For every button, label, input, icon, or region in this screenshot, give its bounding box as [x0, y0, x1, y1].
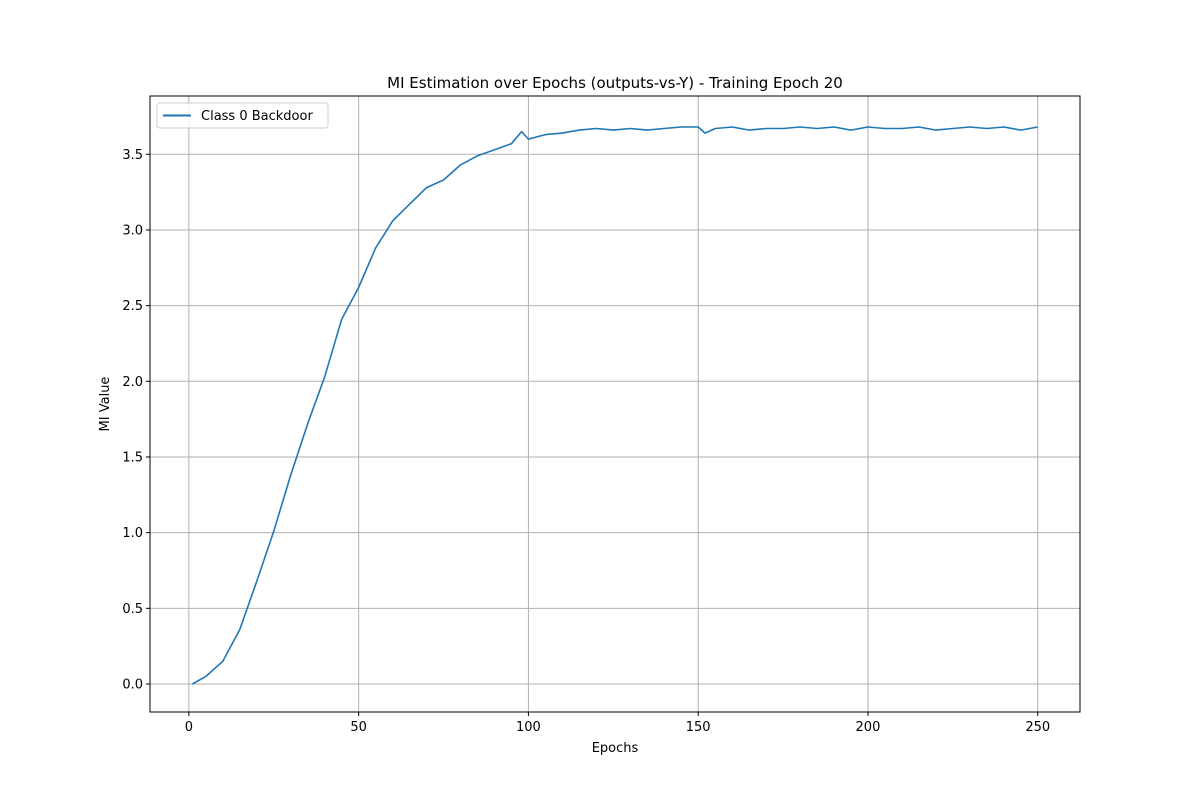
- x-tick-label: 50: [350, 720, 367, 735]
- y-tick-label: 0.0: [122, 678, 143, 693]
- y-axis-ticks: 0.0 0.5 1.0 1.5 2.0 2.5 3.0 3.5: [122, 148, 150, 693]
- chart-title: MI Estimation over Epochs (outputs-vs-Y)…: [387, 74, 843, 92]
- series-layer: [191, 126, 1038, 685]
- plot-frame: [149, 95, 1081, 713]
- x-axis-label: Epochs: [592, 741, 639, 756]
- x-tick-label: 200: [856, 720, 881, 735]
- y-tick-label: 0.5: [122, 602, 143, 617]
- legend-entry-label: Class 0 Backdoor: [201, 109, 313, 124]
- series-line-class-0-backdoor: [191, 126, 1038, 685]
- legend-box: [156, 102, 329, 129]
- x-axis-ticks: 0 50 100 150 200 250: [185, 712, 1050, 735]
- y-tick-label: 1.0: [122, 526, 143, 541]
- y-tick-label: 2.5: [122, 299, 143, 314]
- legend: Class 0 Backdoor: [156, 102, 329, 129]
- y-tick-label: 3.5: [122, 148, 143, 163]
- x-tick-label: 0: [185, 720, 193, 735]
- x-tick-label: 150: [686, 720, 711, 735]
- grid: [150, 96, 1080, 712]
- y-tick-label: 3.0: [122, 223, 143, 238]
- x-tick-label: 100: [516, 720, 541, 735]
- y-tick-label: 2.0: [122, 375, 143, 390]
- y-axis-label: MI Value: [98, 377, 113, 432]
- x-tick-label: 250: [1025, 720, 1050, 735]
- y-tick-label: 1.5: [122, 450, 143, 465]
